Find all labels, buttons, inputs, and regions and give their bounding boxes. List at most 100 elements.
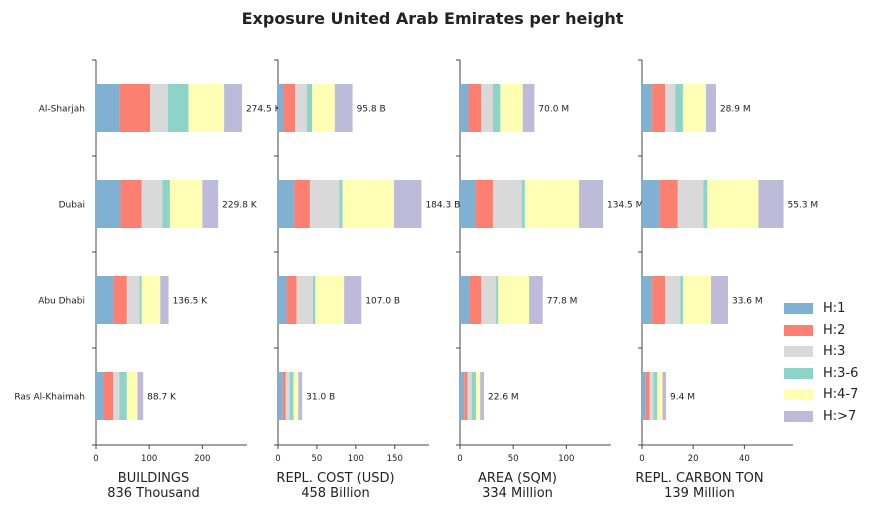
bar-segment-al-sharjah-h-3 <box>295 84 307 132</box>
bar-segment-al-sharjah-h-3 <box>665 84 676 132</box>
bar-segment-abu-dhabi-h-3-6 <box>680 276 683 324</box>
total-label-ras-al-khaimah: 31.0 B <box>306 393 335 403</box>
total-label-dubai: 229.8 K <box>222 201 258 211</box>
bar-segment-ras-al-khaimah-h-1 <box>96 372 104 420</box>
bar-segment-abu-dhabi-h-3-6 <box>139 276 142 324</box>
legend-label: H:3-6 <box>823 365 859 381</box>
bar-segment-al-sharjah-h-1 <box>460 84 469 132</box>
bar-segment-abu-dhabi-h-1 <box>460 276 470 324</box>
bar-segment-dubai-h-3-6 <box>162 180 170 228</box>
panel-subtitle: 836 Thousand <box>107 486 200 501</box>
bar-segment-dubai-h-1 <box>96 180 121 228</box>
bar-segment-al-sharjah-h-4-7 <box>312 84 335 132</box>
bar-segment-ras-al-khaimah-h-3 <box>113 372 120 420</box>
bar-segment-al-sharjah-h-1 <box>96 84 120 132</box>
bar-segment-abu-dhabi-h-1 <box>642 276 653 324</box>
bar-segment-abu-dhabi-h-4-7 <box>682 276 712 324</box>
bar-segment-al-sharjah-h-2 <box>468 84 482 132</box>
total-label-dubai: 55.3 M <box>788 201 819 211</box>
bar-segment-dubai-h-3 <box>677 180 704 228</box>
bar-segment-abu-dhabi-h-3 <box>126 276 140 324</box>
bar-segment-dubai-h-3 <box>309 180 340 228</box>
bar-segment-abu-dhabi-h-7 <box>529 276 543 324</box>
total-label-dubai: 134.5 M <box>607 201 643 211</box>
legend-item-h1: H:1 <box>784 298 858 320</box>
bar-segment-ras-al-khaimah-h-4-7 <box>657 372 663 420</box>
bar-segment-abu-dhabi-h-7 <box>711 276 728 324</box>
bar-segment-dubai-h-1 <box>460 180 476 228</box>
bar-segment-abu-dhabi-h-7 <box>160 276 169 324</box>
bar-segment-abu-dhabi-h-3 <box>296 276 314 324</box>
bar-segment-abu-dhabi-h-2 <box>113 276 127 324</box>
bar-segment-al-sharjah-h-3-6 <box>306 84 313 132</box>
bar-segment-abu-dhabi-h-3 <box>665 276 681 324</box>
bar-segment-abu-dhabi-h-7 <box>344 276 362 324</box>
bar-segment-dubai-h-2 <box>659 180 678 228</box>
bar-segment-ras-al-khaimah-h-7 <box>480 372 485 420</box>
legend-item-h-gt7: H:>7 <box>784 406 858 428</box>
x-axis-label: AREA (SQM) <box>478 471 557 486</box>
category-label-al-sharjah: Al-Sharjah <box>39 105 85 115</box>
bar-segment-ras-al-khaimah-h-4-7 <box>293 372 299 420</box>
legend-swatch <box>784 324 813 336</box>
bar-segment-al-sharjah-h-3 <box>481 84 493 132</box>
x-tick-label: 0 <box>275 454 280 464</box>
total-label-abu-dhabi: 136.5 K <box>173 297 209 307</box>
legend-swatch <box>784 367 813 379</box>
bar-segment-dubai-h-2 <box>475 180 493 228</box>
bar-segment-al-sharjah-h-3 <box>150 84 168 132</box>
bar-segment-dubai-h-3-6 <box>521 180 525 228</box>
bar-segment-ras-al-khaimah-h-7 <box>137 372 144 420</box>
bar-segment-dubai-h-1 <box>278 180 295 228</box>
legend-swatch <box>784 389 813 401</box>
legend-label: H:4-7 <box>823 387 859 403</box>
bar-segment-abu-dhabi-h-1 <box>278 276 287 324</box>
bar-segment-ras-al-khaimah-h-2 <box>645 372 650 420</box>
x-axis-label: BUILDINGS <box>118 471 189 486</box>
bar-segment-ras-al-khaimah-h-1 <box>460 372 465 420</box>
bar-segment-ras-al-khaimah-h-3-6 <box>653 372 658 420</box>
legend-swatch <box>784 303 813 315</box>
bar-segment-dubai-h-7 <box>202 180 219 228</box>
bar-segment-dubai-h-2 <box>294 180 310 228</box>
bar-segment-dubai-h-3 <box>492 180 522 228</box>
category-label-dubai: Dubai <box>59 201 85 211</box>
legend-label: H:1 <box>823 301 846 317</box>
x-axis-label: REPL. CARBON TON <box>635 471 763 486</box>
legend-swatch <box>784 410 813 422</box>
bar-segment-ras-al-khaimah-h-3-6 <box>119 372 127 420</box>
x-tick-label: 0 <box>639 454 644 464</box>
bar-segment-al-sharjah-h-2 <box>652 84 666 132</box>
legend-label: H:2 <box>823 322 846 338</box>
total-label-dubai: 184.3 B <box>425 201 460 211</box>
total-label-abu-dhabi: 33.6 M <box>732 297 763 307</box>
bar-segment-abu-dhabi-h-2 <box>286 276 297 324</box>
bar-segment-ras-al-khaimah-h-7 <box>662 372 667 420</box>
category-label-ras-al-khaimah: Ras Al-Khaimah <box>14 393 85 403</box>
total-label-abu-dhabi: 107.0 B <box>365 297 400 307</box>
bar-segment-abu-dhabi-h-3-6 <box>313 276 316 324</box>
bar-segment-ras-al-khaimah-h-2 <box>103 372 114 420</box>
bar-segment-abu-dhabi-h-2 <box>469 276 482 324</box>
x-tick-label: 150 <box>387 454 403 464</box>
bar-segment-dubai-h-4-7 <box>169 180 203 228</box>
bar-segment-al-sharjah-h-7 <box>705 84 716 132</box>
bar-segment-dubai-h-7 <box>579 180 604 228</box>
x-tick-label: 100 <box>348 454 364 464</box>
bar-segment-ras-al-khaimah-h-7 <box>298 372 303 420</box>
bar-segment-al-sharjah-h-2 <box>119 84 151 132</box>
legend-item-h3-6: H:3-6 <box>784 363 858 385</box>
total-label-al-sharjah: 70.0 M <box>538 105 569 115</box>
panel-subtitle: 458 Billion <box>301 486 370 501</box>
bar-segment-dubai-h-7 <box>758 180 784 228</box>
bar-segment-ras-al-khaimah-h-2 <box>464 372 468 420</box>
legend-label: H:3 <box>823 344 846 360</box>
total-label-abu-dhabi: 77.8 M <box>547 297 578 307</box>
bar-segment-ras-al-khaimah-h-4-7 <box>126 372 138 420</box>
bar-segment-ras-al-khaimah-h-3-6 <box>471 372 476 420</box>
bar-segment-ras-al-khaimah-h-3 <box>285 372 290 420</box>
legend-item-h2: H:2 <box>784 320 858 342</box>
bar-segment-dubai-h-3-6 <box>339 180 343 228</box>
total-label-ras-al-khaimah: 88.7 K <box>147 393 177 403</box>
bar-segment-abu-dhabi-h-4-7 <box>141 276 161 324</box>
